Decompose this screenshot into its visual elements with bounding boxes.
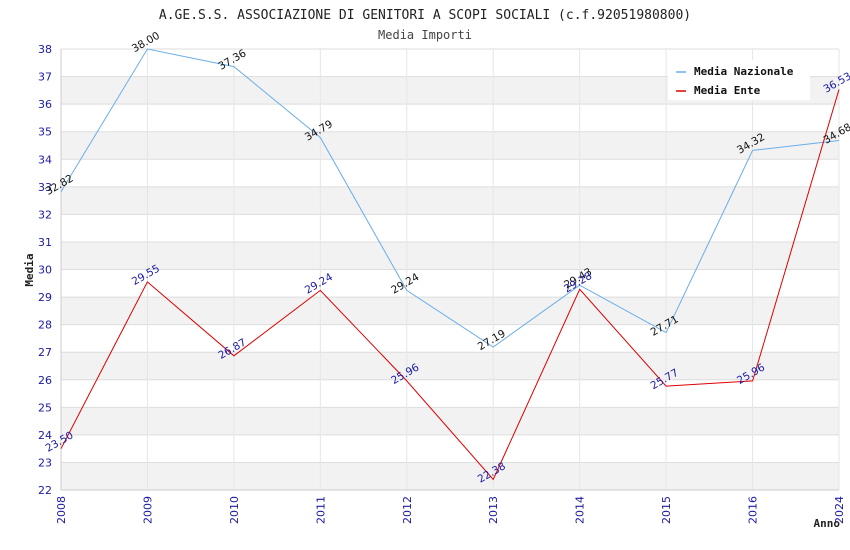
y-tick-label: 33 bbox=[38, 181, 52, 194]
grid-band bbox=[61, 352, 839, 380]
y-tick-label: 35 bbox=[38, 126, 52, 139]
x-tick-label: 2024 bbox=[833, 496, 846, 524]
y-tick-label: 25 bbox=[38, 401, 52, 414]
axes bbox=[60, 49, 839, 491]
y-tick-labels: 22 23 24 25 26 27 28 29 30 31 32 33 34 35 36 37 38 bbox=[38, 43, 52, 497]
y-tick-label: 23 bbox=[38, 456, 52, 469]
grid-band bbox=[61, 241, 839, 270]
y-tick-label: 26 bbox=[38, 374, 52, 387]
chart-subtitle: Media Importi bbox=[378, 28, 472, 42]
legend-label-media-ente: Media Ente bbox=[694, 84, 761, 97]
x-tick-label: 2012 bbox=[401, 496, 414, 524]
series-line-media-nazionale bbox=[60, 48, 840, 348]
y-tick-label: 36 bbox=[38, 98, 52, 111]
series-group bbox=[60, 48, 840, 481]
x-tick-label: 2010 bbox=[228, 496, 241, 524]
x-tick-label: 2014 bbox=[574, 496, 587, 524]
x-tick-label: 2013 bbox=[487, 496, 500, 524]
y-tick-label: 28 bbox=[38, 319, 52, 332]
x-axis-title: Anno bbox=[814, 517, 841, 530]
y-tick-label: 37 bbox=[38, 71, 52, 84]
grid-band bbox=[61, 186, 839, 215]
legend-box bbox=[668, 60, 810, 100]
y-axis-title: Media bbox=[23, 253, 36, 286]
x-tick-label: 2011 bbox=[314, 496, 327, 524]
y-tick-label: 27 bbox=[38, 346, 52, 359]
x-tick-label: 2016 bbox=[747, 496, 760, 524]
grid-band bbox=[61, 131, 839, 160]
chart-title: A.GE.S.S. ASSOCIAZIONE DI GENITORI A SCO… bbox=[159, 8, 691, 23]
x-tick-label: 2008 bbox=[55, 496, 68, 524]
x-tick-label: 2009 bbox=[141, 496, 154, 524]
y-tick-label: 34 bbox=[38, 153, 52, 166]
grid-band bbox=[61, 297, 839, 325]
x-tick-labels: 2008 2009 2010 2011 2012 2013 2014 2015 2016 2024 bbox=[55, 496, 846, 524]
legend: Media Nazionale Media Ente bbox=[668, 60, 810, 100]
y-tick-label: 30 bbox=[38, 264, 52, 277]
y-tick-label: 24 bbox=[38, 429, 52, 442]
x-tick-label: 2015 bbox=[660, 496, 673, 524]
series-line-media-ente bbox=[60, 89, 840, 481]
y-tick-label: 22 bbox=[38, 484, 52, 497]
y-tick-label: 31 bbox=[38, 236, 52, 249]
y-tick-label: 29 bbox=[38, 291, 52, 304]
y-tick-label: 38 bbox=[38, 43, 52, 56]
y-tick-label: 32 bbox=[38, 208, 52, 221]
grid-band bbox=[61, 462, 839, 490]
legend-label-media-nazionale: Media Nazionale bbox=[694, 65, 794, 78]
